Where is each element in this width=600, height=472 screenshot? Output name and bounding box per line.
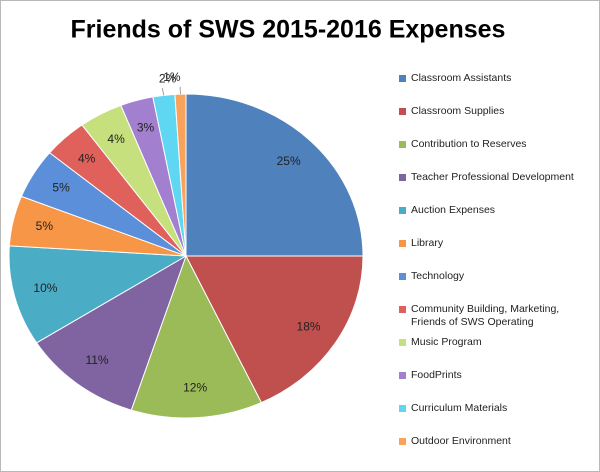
legend-swatch: [399, 141, 406, 148]
pie-slice: [185, 93, 364, 257]
legend-entry: Contribution to Reserves: [399, 138, 589, 151]
legend-entry: FoodPrints: [399, 369, 589, 382]
legend-label: Music Program: [411, 336, 482, 348]
legend-label: Auction Expenses: [411, 204, 496, 216]
data-label: 2%: [159, 71, 177, 85]
legend-label: Outdoor Environment: [411, 435, 511, 447]
legend-label: FoodPrints: [411, 369, 462, 381]
pie-slice: [130, 254, 263, 419]
legend-swatch: [399, 273, 406, 280]
pie-slice: [185, 255, 364, 404]
leader-line: [161, 87, 165, 96]
legend-swatch: [399, 108, 406, 115]
legend-swatch: [399, 306, 406, 313]
data-label: 18%: [297, 319, 321, 333]
legend-entry: Outdoor Environment: [399, 435, 589, 448]
legend-entry: Teacher Professional Development: [399, 171, 589, 184]
legend-swatch: [399, 174, 406, 181]
legend-entry: Technology: [399, 270, 589, 283]
legend-swatch: [399, 240, 406, 247]
data-label: 12%: [183, 381, 207, 395]
pie-slice: [174, 93, 187, 257]
data-label: 4%: [107, 132, 125, 146]
chart-title: Friends of SWS 2015-2016 Expenses: [71, 16, 506, 44]
legend-entry: Community Building, Marketing, Friends o…: [399, 303, 589, 329]
legend-label: Contribution to Reserves: [411, 138, 527, 150]
data-label: 5%: [52, 181, 70, 195]
legend-entry: Classroom Assistants: [399, 72, 589, 85]
legend-entry: Classroom Supplies: [399, 105, 589, 118]
legend-label: Technology: [411, 270, 465, 282]
legend-swatch: [399, 372, 406, 379]
legend-swatch: [399, 405, 406, 412]
legend-entry: Music Program: [399, 336, 589, 349]
legend-entry: Library: [399, 237, 589, 250]
data-label: 11%: [85, 353, 108, 367]
pie-slice: [8, 245, 188, 344]
legend-entry: Auction Expenses: [399, 204, 589, 217]
legend-label: Curriculum Materials: [411, 402, 508, 414]
pie-slice: [35, 254, 187, 411]
legend-swatch: [399, 339, 406, 346]
data-label: 25%: [277, 154, 301, 168]
legend-swatch: [399, 438, 406, 445]
legend-swatch: [399, 75, 406, 82]
legend-label: Library: [411, 237, 444, 249]
legend-entry: Curriculum Materials: [399, 402, 589, 415]
data-label: 1%: [163, 70, 181, 84]
data-label: 3%: [137, 121, 155, 135]
data-label: 4%: [78, 151, 96, 165]
legend-label: Teacher Professional Development: [411, 171, 574, 183]
data-label: 5%: [36, 219, 54, 233]
data-label: 10%: [33, 281, 57, 295]
legend-label: Classroom Supplies: [411, 105, 505, 117]
legend-label: Classroom Assistants: [411, 72, 512, 84]
legend-label: Community Building, Marketing, Friends o…: [411, 303, 560, 328]
legend-swatch: [399, 207, 406, 214]
